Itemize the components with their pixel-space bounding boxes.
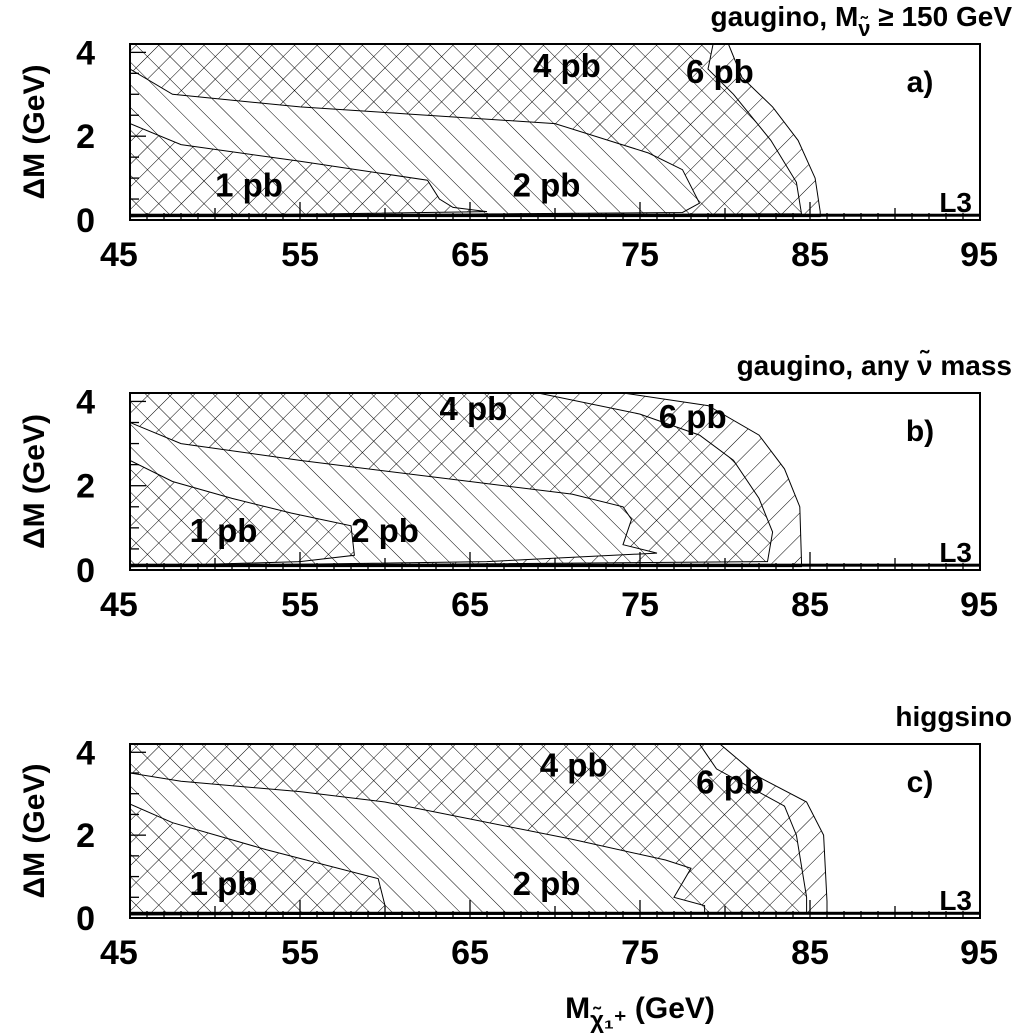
region-1pb [130, 123, 488, 218]
y-tick-label: 4 [76, 734, 95, 772]
y-tick-label: 2 [76, 118, 95, 156]
x-tick-label: 65 [451, 236, 489, 274]
y-axis-title: ΔM (GeV) [18, 414, 51, 549]
y-tick-label: 4 [76, 383, 95, 421]
region-label: 2 pb [513, 865, 581, 902]
region-label: 4 pb [533, 47, 601, 84]
x-tick-label: 95 [960, 236, 998, 274]
x-tick-label: 45 [100, 236, 138, 274]
panel-c: 45 55 65 75 85 95 0 2 4 ΔM (GeV) higgsino c) L3 6 pb 4… [18, 701, 1012, 1034]
region-label: 4 pb [540, 747, 608, 784]
region-1pb [130, 803, 386, 916]
x-tick-label: 85 [791, 586, 829, 624]
panel-tag: b) [906, 415, 934, 448]
region-label: 6 pb [686, 53, 754, 90]
axis-ticks [129, 400, 981, 571]
region-label: 1 pb [190, 512, 258, 549]
x-tick-label: 95 [960, 586, 998, 624]
y-tick-label: 2 [76, 817, 95, 855]
y-tick-label: 2 [76, 468, 95, 506]
x-tick-label: 55 [281, 236, 319, 274]
excluded-regions [130, 744, 828, 916]
x-tick-label: 65 [451, 586, 489, 624]
x-tick-label: 45 [100, 934, 138, 972]
axis-ticks [129, 751, 981, 919]
region-label: 6 pb [659, 398, 727, 435]
axis-ticks [129, 51, 981, 221]
x-tick-label: 75 [621, 586, 659, 624]
x-tick-label: 65 [451, 934, 489, 972]
panel-tag: c) [907, 766, 934, 799]
region-label: 1 pb [215, 166, 283, 203]
x-tick-label: 55 [281, 934, 319, 972]
panel-title: gaugino, any ν̃ mass [737, 350, 1012, 381]
experiment-label: L3 [939, 885, 972, 916]
y-axis-title: ΔM (GeV) [18, 764, 51, 899]
x-tick-label: 45 [100, 586, 138, 624]
x-tick-label: 75 [621, 934, 659, 972]
region-label: 6 pb [696, 763, 764, 800]
region-label: 2 pb [351, 512, 419, 549]
excluded-regions [130, 44, 821, 218]
x-tick-label: 95 [960, 934, 998, 972]
region-label: 4 pb [439, 390, 507, 427]
y-tick-label: 4 [76, 34, 95, 72]
panel-b: 45 55 65 75 85 95 0 2 4 ΔM (GeV) gaugino, any ν̃ m… [18, 350, 1012, 624]
region-1pb [130, 459, 355, 568]
x-tick-label: 85 [791, 236, 829, 274]
panel-tag: a) [907, 66, 934, 99]
x-tick-label: 55 [281, 586, 319, 624]
experiment-label: L3 [939, 187, 972, 218]
x-axis-title: Mχ̃₁⁺ (GeV) [565, 992, 715, 1034]
x-tick-label: 75 [621, 236, 659, 274]
experiment-label: L3 [939, 537, 972, 568]
y-tick-label: 0 [76, 202, 95, 240]
panel-a: 45 55 65 75 85 95 0 2 4 ΔM (GeV) gaugino, Mν̃ ≥ 15… [18, 1, 1012, 274]
panel-title: higgsino [895, 701, 1012, 732]
y-axis-title: ΔM (GeV) [18, 65, 51, 200]
excluded-regions [130, 393, 802, 568]
region-label: 2 pb [513, 166, 581, 203]
region-label: 1 pb [190, 865, 258, 902]
x-tick-label: 85 [791, 934, 829, 972]
panel-title: gaugino, Mν̃ ≥ 150 GeV [711, 1, 1013, 41]
y-tick-label: 0 [76, 900, 95, 938]
y-tick-label: 0 [76, 552, 95, 590]
